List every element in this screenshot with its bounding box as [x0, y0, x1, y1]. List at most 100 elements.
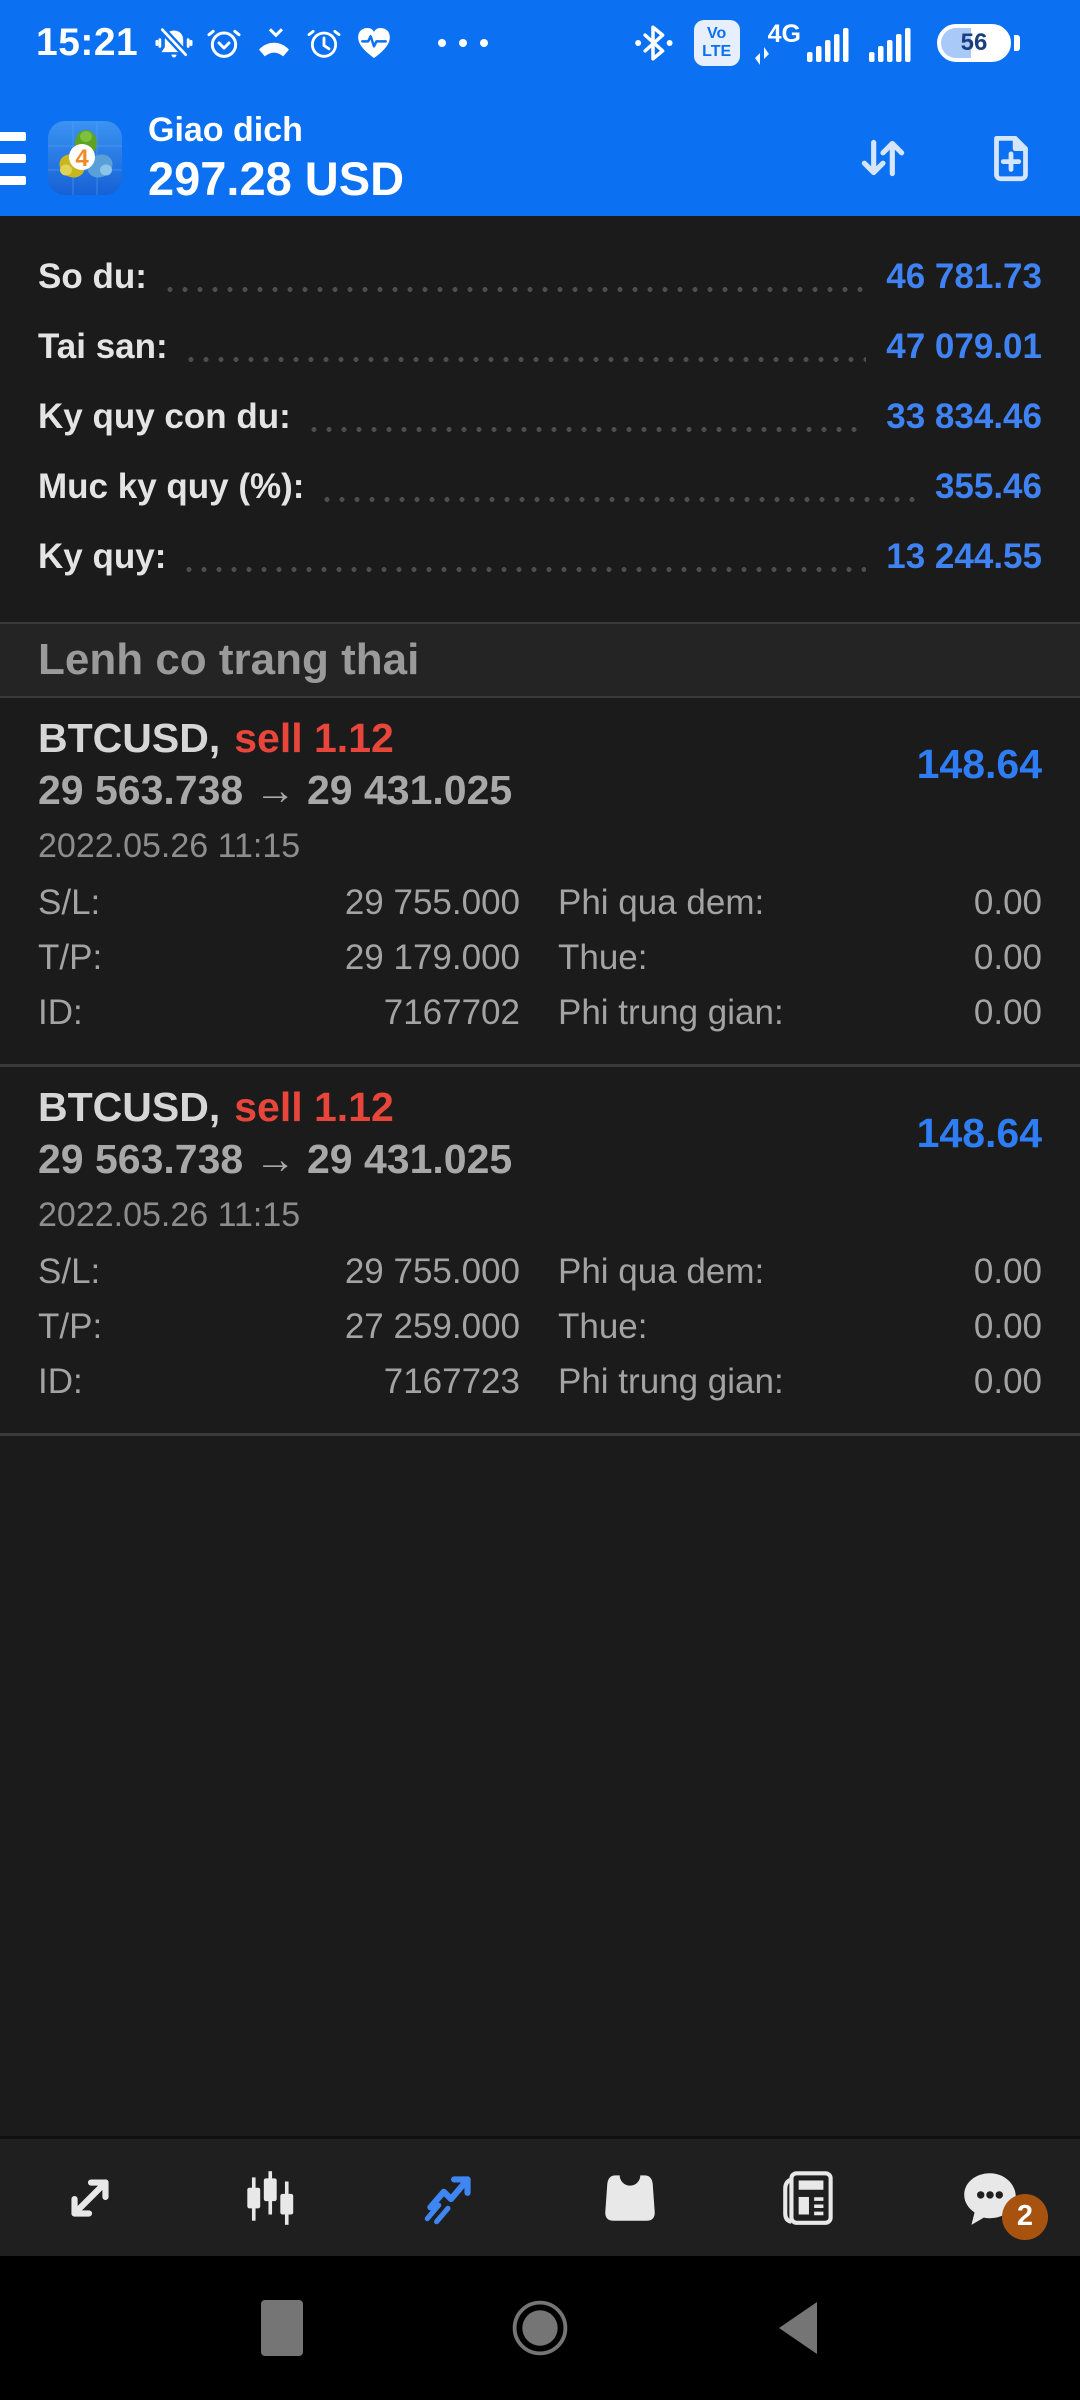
position-row[interactable]: BTCUSD, sell 1.12 29 563.738 → 29 431.02…: [0, 1064, 1080, 1433]
position-prices: 29 563.738 → 29 431.025: [38, 1136, 513, 1182]
detail-label: T/P:: [38, 938, 103, 977]
detail-label: Thue:: [558, 938, 648, 977]
data-activity-icon: [754, 47, 769, 65]
new-order-icon[interactable]: [982, 129, 1040, 187]
battery-indicator: 56: [937, 24, 1011, 62]
detail-label: Thue:: [558, 1307, 648, 1346]
recents-icon: [261, 2300, 303, 2356]
detail-value: 0.00: [973, 938, 1042, 977]
summary-row-equity: Tai san: 47 079.01: [38, 327, 1042, 366]
detail-value: 0.00: [973, 993, 1042, 1032]
battery-percent: 56: [960, 29, 988, 56]
candlestick-chart-icon: [247, 2170, 294, 2225]
status-bar: 15:21: [0, 0, 1080, 86]
network-type-indicator: 4G: [754, 21, 801, 65]
position-profit: 148.64: [916, 1109, 1042, 1156]
detail-label: Phi qua dem:: [558, 883, 765, 922]
section-header: Lenh co trang thai: [0, 622, 1080, 698]
network-type-label: 4G: [767, 20, 801, 48]
clock-icon: [304, 23, 344, 63]
recents-button[interactable]: [252, 2288, 312, 2368]
app-bar-titles: Giao dich 297.28 USD: [148, 109, 404, 207]
position-row[interactable]: BTCUSD, sell 1.12 29 563.738 → 29 431.02…: [0, 698, 1080, 1064]
volte-badge: Vo LTE: [693, 20, 740, 66]
signal-bars-icon-sim2: [869, 24, 917, 62]
positions-list: BTCUSD, sell 1.12 29 563.738 → 29 431.02…: [0, 698, 1080, 1436]
trade-icon: [424, 2175, 471, 2224]
home-icon: [512, 2300, 568, 2356]
health-heart-icon: [354, 23, 394, 63]
section-header-title: Lenh co trang thai: [38, 635, 420, 684]
tab-news[interactable]: [750, 2148, 870, 2248]
list-divider: [0, 1433, 1080, 1436]
position-details: S/L: 29 755.000 Phi qua dem: 0.00 T/P: 2…: [38, 1251, 1042, 1403]
tab-charts[interactable]: [210, 2148, 330, 2248]
menu-button[interactable]: [0, 131, 26, 185]
tab-trade[interactable]: [390, 2148, 510, 2248]
quotes-icon: [71, 2178, 109, 2217]
detail-label: ID:: [38, 1362, 83, 1401]
status-time: 15:21: [36, 21, 139, 64]
dotted-leader: [166, 285, 867, 293]
alarm-check-icon: [204, 23, 244, 63]
position-details: S/L: 29 755.000 Phi qua dem: 0.00 T/P: 2…: [38, 882, 1042, 1034]
position-datetime: 2022.05.26 11:15: [38, 827, 301, 865]
summary-row-free-margin: Ky quy con du: 33 834.46: [38, 397, 1042, 436]
messages-badge: 2: [1002, 2193, 1048, 2240]
position-symbol: BTCUSD,: [38, 715, 221, 761]
signal-bars-icon-sim1: [807, 24, 855, 62]
detail-value: 0.00: [973, 883, 1042, 922]
detail-value: 0.00: [973, 1252, 1042, 1291]
mt4-app-icon: 4: [48, 121, 122, 195]
bottom-tab-bar: 2: [0, 2136, 1080, 2256]
detail-label: T/P:: [38, 1307, 103, 1346]
page-title: Giao dich: [148, 111, 303, 149]
position-datetime: 2022.05.26 11:15: [38, 1196, 301, 1234]
position-side-volume: sell 1.12: [234, 1084, 394, 1130]
account-summary: So du: 46 781.73 Tai san: 47 079.01 Ky q…: [0, 216, 1080, 592]
summary-row-margin-level: Muc ky quy (%): 355.46: [38, 467, 1042, 506]
app-bar: 4 Giao dich 297.28 USD: [0, 86, 1080, 216]
bluetooth-icon: [632, 22, 674, 64]
app-bar-actions: [854, 129, 1040, 187]
detail-value: 0.00: [973, 1362, 1042, 1401]
status-overflow-icon: [438, 39, 489, 47]
missed-call-icon: [254, 23, 294, 63]
detail-value: 27 259.000: [344, 1307, 520, 1346]
detail-value: 7167723: [383, 1362, 520, 1401]
dotted-leader: [310, 425, 867, 433]
battery-nub: [1014, 35, 1020, 51]
detail-value: 29 179.000: [344, 938, 520, 977]
back-button[interactable]: [768, 2288, 828, 2368]
home-button[interactable]: [510, 2288, 570, 2368]
history-icon: [605, 2174, 655, 2221]
detail-value: 29 755.000: [344, 883, 520, 922]
dotted-leader: [187, 355, 867, 363]
dotted-leader: [324, 495, 915, 503]
detail-label: ID:: [38, 993, 83, 1032]
dotted-leader: [186, 565, 867, 573]
detail-label: Phi qua dem:: [558, 1252, 765, 1291]
detail-label: S/L:: [38, 883, 101, 922]
android-nav-bar: [0, 2256, 1080, 2400]
detail-label: S/L:: [38, 1252, 101, 1291]
position-prices: 29 563.738 → 29 431.025: [38, 767, 513, 813]
detail-label: Phi trung gian:: [558, 1362, 784, 1401]
battery-fill: [941, 28, 972, 58]
tab-quotes[interactable]: [30, 2148, 150, 2248]
mt4-badge-number: 4: [75, 145, 89, 172]
detail-value: 0.00: [973, 1307, 1042, 1346]
account-balance: 297.28 USD: [148, 152, 405, 205]
sort-icon[interactable]: [854, 129, 912, 187]
muted-bell-icon: [154, 23, 194, 63]
news-icon: [783, 2170, 833, 2225]
detail-value: 29 755.000: [344, 1252, 520, 1291]
back-icon: [779, 2302, 817, 2354]
tab-messages[interactable]: 2: [930, 2148, 1050, 2248]
tab-history[interactable]: [570, 2148, 690, 2248]
detail-label: Phi trung gian:: [558, 993, 784, 1032]
position-side-volume: sell 1.12: [234, 715, 394, 761]
summary-row-balance: So du: 46 781.73: [38, 257, 1042, 296]
position-profit: 148.64: [916, 740, 1042, 787]
